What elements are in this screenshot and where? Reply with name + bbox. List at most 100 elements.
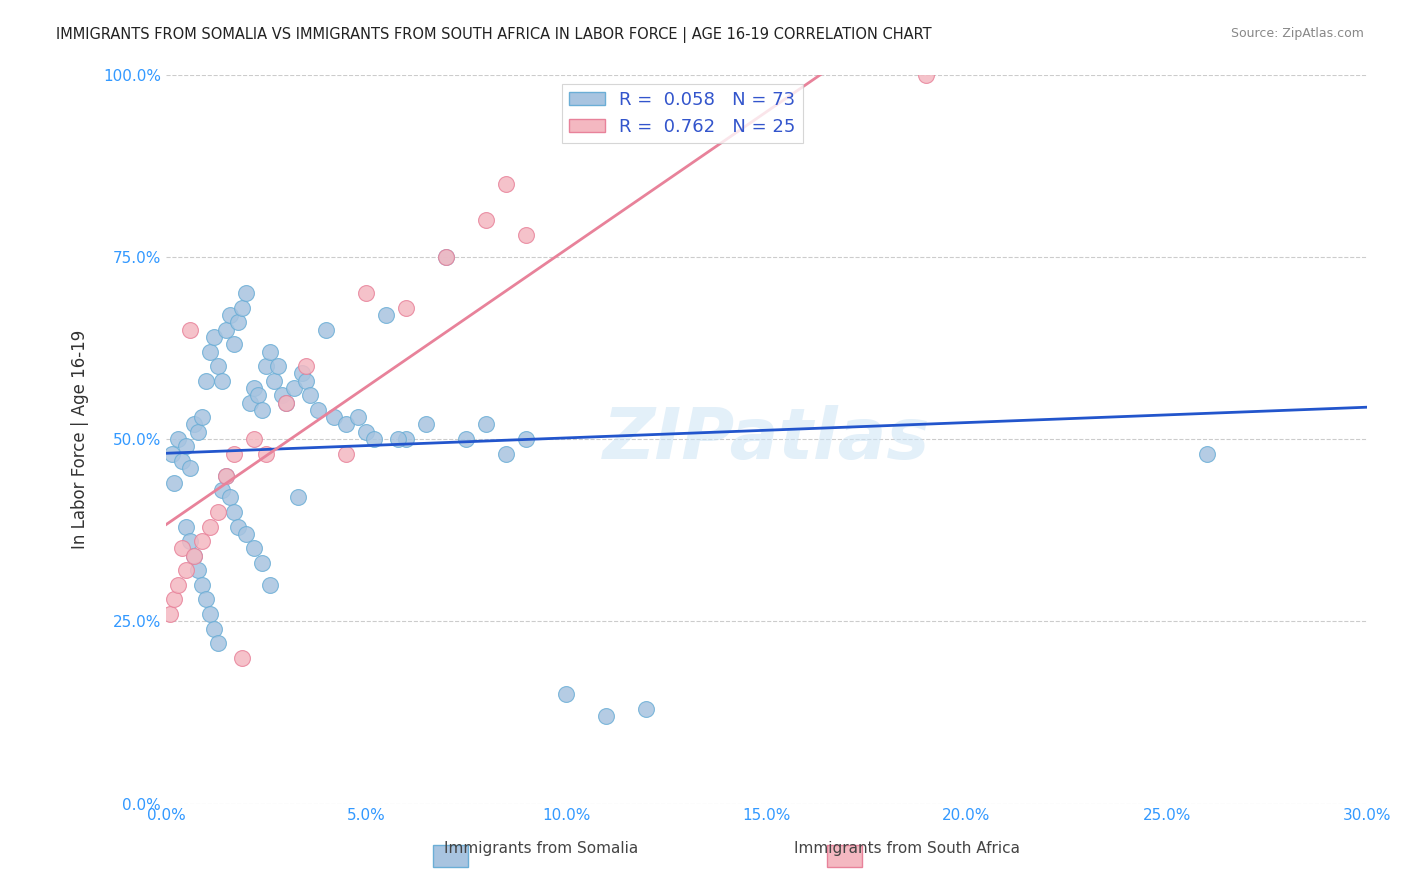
Text: Immigrants from Somalia: Immigrants from Somalia	[444, 841, 638, 856]
Text: Immigrants from South Africa: Immigrants from South Africa	[794, 841, 1019, 856]
Point	[160, 447, 183, 461]
Point	[283, 381, 305, 395]
Point	[191, 534, 214, 549]
Point	[495, 177, 517, 191]
Point	[595, 709, 617, 723]
Point	[179, 534, 201, 549]
Point	[191, 578, 214, 592]
Point	[415, 417, 437, 432]
Point	[191, 410, 214, 425]
Point	[274, 395, 297, 409]
Point	[1195, 447, 1218, 461]
Point	[239, 395, 262, 409]
Point	[187, 425, 209, 439]
Point	[183, 417, 205, 432]
Point	[243, 432, 266, 446]
Point	[174, 439, 197, 453]
Point	[207, 636, 229, 650]
Point	[183, 549, 205, 563]
Point	[226, 315, 249, 329]
Point	[250, 403, 273, 417]
Point	[434, 250, 457, 264]
Point	[287, 491, 309, 505]
Point	[636, 702, 658, 716]
Point	[271, 388, 294, 402]
Point	[170, 541, 193, 556]
Point	[495, 447, 517, 461]
Point	[235, 286, 257, 301]
Point	[387, 432, 409, 446]
Point	[247, 388, 270, 402]
Point	[211, 483, 233, 497]
Point	[291, 367, 314, 381]
Point	[195, 592, 218, 607]
Point	[354, 286, 377, 301]
Point	[235, 526, 257, 541]
Point	[475, 213, 498, 227]
Point	[475, 417, 498, 432]
Point	[179, 323, 201, 337]
Point	[198, 607, 221, 621]
Point	[323, 410, 346, 425]
Point	[159, 607, 181, 621]
Point	[170, 454, 193, 468]
Point	[167, 432, 190, 446]
Point	[335, 447, 357, 461]
Point	[183, 549, 205, 563]
Point	[267, 359, 290, 373]
Point	[198, 344, 221, 359]
Point	[219, 308, 242, 322]
Point	[163, 592, 186, 607]
Point	[219, 491, 242, 505]
Point	[915, 68, 938, 82]
Point	[207, 359, 229, 373]
Point	[259, 344, 281, 359]
Point	[375, 308, 398, 322]
Point	[515, 227, 537, 242]
Point	[395, 301, 418, 315]
Point	[215, 468, 238, 483]
Text: Source: ZipAtlas.com: Source: ZipAtlas.com	[1230, 27, 1364, 40]
Point	[226, 519, 249, 533]
Point	[174, 519, 197, 533]
Point	[195, 374, 218, 388]
Text: IMMIGRANTS FROM SOMALIA VS IMMIGRANTS FROM SOUTH AFRICA IN LABOR FORCE | AGE 16-: IMMIGRANTS FROM SOMALIA VS IMMIGRANTS FR…	[56, 27, 932, 43]
Point	[254, 447, 277, 461]
Point	[202, 330, 225, 344]
Legend: R =  0.058   N = 73, R =  0.762   N = 25: R = 0.058 N = 73, R = 0.762 N = 25	[561, 84, 803, 143]
Point	[363, 432, 385, 446]
Point	[222, 447, 245, 461]
Point	[434, 250, 457, 264]
Point	[207, 505, 229, 519]
Point	[215, 468, 238, 483]
Point	[187, 563, 209, 577]
Point	[211, 374, 233, 388]
Point	[263, 374, 285, 388]
Point	[231, 301, 253, 315]
Point	[295, 374, 318, 388]
Point	[179, 461, 201, 475]
Y-axis label: In Labor Force | Age 16-19: In Labor Force | Age 16-19	[72, 329, 89, 549]
Point	[243, 381, 266, 395]
Point	[167, 578, 190, 592]
Point	[315, 323, 337, 337]
Text: ZIPatlas: ZIPatlas	[603, 405, 929, 474]
Point	[231, 650, 253, 665]
Point	[347, 410, 370, 425]
Point	[456, 432, 478, 446]
Point	[555, 687, 578, 701]
Point	[243, 541, 266, 556]
Point	[215, 323, 238, 337]
Point	[163, 475, 186, 490]
Point	[250, 556, 273, 570]
Point	[202, 622, 225, 636]
Point	[299, 388, 322, 402]
Point	[222, 337, 245, 351]
Point	[259, 578, 281, 592]
Point	[335, 417, 357, 432]
Point	[395, 432, 418, 446]
Point	[174, 563, 197, 577]
Point	[515, 432, 537, 446]
Point	[307, 403, 329, 417]
Point	[274, 395, 297, 409]
